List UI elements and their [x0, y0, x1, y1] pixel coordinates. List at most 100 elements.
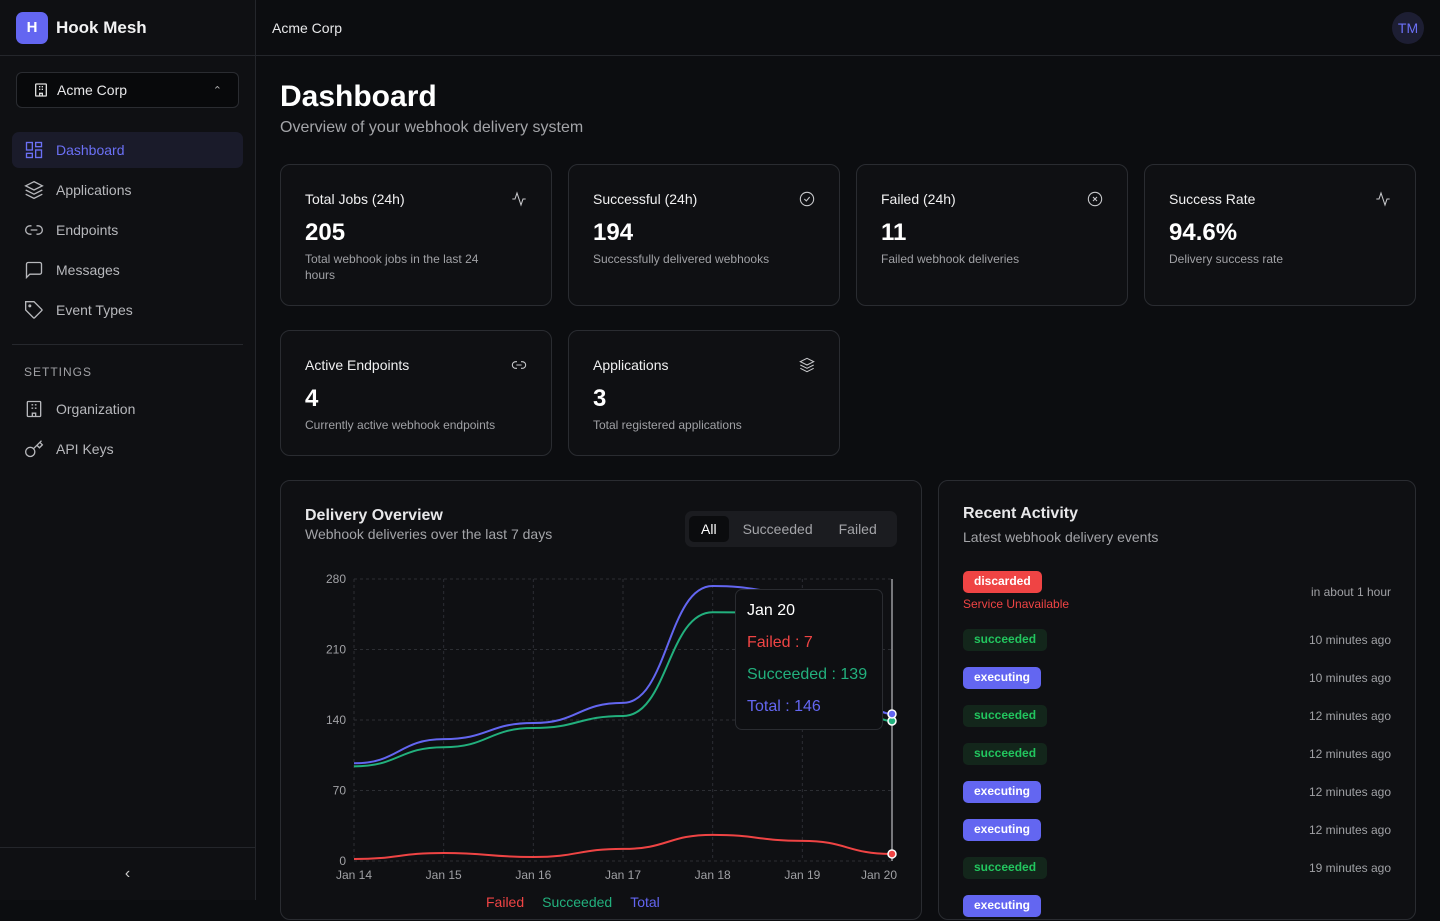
stat-label: Active Endpoints — [305, 357, 410, 373]
activity-time: 12 minutes ago — [1308, 823, 1391, 837]
activity-icon — [1376, 191, 1390, 207]
tooltip-succeeded: Succeeded : 139 — [747, 666, 868, 683]
stat-description: Total webhook jobs in the last 24 hours — [305, 252, 479, 282]
activity-item[interactable]: executing 10 minutes ago — [963, 667, 1391, 689]
sidebar-item-label: Dashboard — [56, 142, 125, 158]
stat-card: Failed (24h) 11 Failed webhook deliverie… — [856, 164, 1128, 306]
status-badge: executing — [963, 819, 1042, 841]
org-selector[interactable]: Acme Corp ⌃ — [16, 72, 239, 108]
key-icon — [25, 440, 44, 458]
activity-item[interactable]: executing — [963, 895, 1391, 917]
sidebar: H Hook Mesh Acme Corp ⌃ Dashboard Applic… — [0, 0, 256, 900]
filter-succeeded[interactable]: Succeeded — [742, 521, 813, 537]
layers-icon — [24, 180, 44, 200]
status-badge: succeeded — [963, 743, 1048, 765]
stat-description: Successfully delivered webhooks — [593, 252, 770, 266]
active-dot-failed — [887, 849, 897, 859]
stat-card: Total Jobs (24h) 205 Total webhook jobs … — [280, 164, 552, 306]
activity-item[interactable]: succeeded 12 minutes ago — [963, 705, 1391, 727]
sidebar-item-dashboard[interactable]: Dashboard — [12, 132, 243, 168]
y-tick-label: 70 — [333, 784, 347, 798]
status-badge: succeeded — [963, 857, 1048, 879]
tooltip-failed: Failed : 7 — [747, 634, 813, 651]
activity-item[interactable]: discarded Service Unavailable in about 1… — [963, 571, 1391, 611]
sidebar-item-label: Messages — [56, 262, 120, 278]
sidebar-item-label: Applications — [56, 182, 132, 198]
chart-title: Delivery Overview — [305, 507, 443, 524]
stat-value: 11 — [881, 219, 907, 246]
legend-total[interactable]: Total — [630, 894, 660, 910]
stat-card: Applications 3 Total registered applicat… — [568, 330, 840, 456]
activity-time: 10 minutes ago — [1308, 671, 1391, 685]
sidebar-nav: Dashboard Applications Endpoints Message… — [12, 132, 243, 471]
page-title: Dashboard — [280, 80, 437, 113]
active-dot-total — [887, 709, 897, 719]
page-subtitle: Overview of your webhook delivery system — [280, 119, 584, 136]
y-tick-label: 140 — [326, 713, 346, 727]
activity-icon — [512, 191, 526, 207]
sidebar-item-event-types[interactable]: Event Types — [12, 292, 243, 328]
activity-time: 10 minutes ago — [1308, 633, 1391, 647]
activity-title: Recent Activity — [963, 505, 1078, 522]
stat-label: Failed (24h) — [881, 191, 956, 207]
topbar-org: Acme Corp — [272, 19, 343, 36]
filter-failed[interactable]: Failed — [838, 521, 877, 537]
stat-label: Total Jobs (24h) — [305, 191, 405, 207]
x-tick-label: Jan 20 — [861, 868, 897, 882]
chart-tooltip: Jan 20 Failed : 7 Succeeded : 139 Total … — [735, 589, 883, 730]
tooltip-date: Jan 20 — [747, 602, 796, 619]
y-tick-label: 0 — [339, 854, 346, 868]
activity-time: in about 1 hour — [1310, 585, 1391, 599]
tooltip-total: Total : 146 — [747, 698, 821, 715]
dashboard-icon — [25, 141, 43, 159]
series-line-failed — [353, 833, 893, 860]
stat-card: Active Endpoints 4 Currently active webh… — [280, 330, 552, 456]
legend-failed[interactable]: Failed — [486, 894, 525, 910]
x-tick-label: Jan 17 — [605, 868, 641, 882]
x-tick-label: Jan 15 — [426, 868, 462, 882]
sidebar-item-organization[interactable]: Organization — [12, 391, 243, 427]
building-icon — [35, 83, 47, 97]
delivery-overview-card: Delivery Overview Webhook deliveries ove… — [280, 480, 922, 920]
sidebar-item-api-keys[interactable]: API Keys — [12, 431, 243, 467]
activity-item[interactable]: succeeded 19 minutes ago — [963, 857, 1391, 879]
activity-time: 19 minutes ago — [1308, 861, 1391, 875]
legend-succeeded[interactable]: Succeeded — [542, 894, 613, 910]
stat-description: Total registered applications — [593, 418, 742, 432]
filter-all[interactable]: All — [689, 516, 729, 542]
status-badge: succeeded — [963, 705, 1048, 727]
activity-item[interactable]: executing 12 minutes ago — [963, 819, 1391, 841]
sidebar-item-applications[interactable]: Applications — [12, 172, 243, 208]
activity-item[interactable]: succeeded 12 minutes ago — [963, 743, 1391, 765]
stat-description: Currently active webhook endpoints — [305, 418, 496, 432]
sidebar-item-endpoints[interactable]: Endpoints — [12, 212, 243, 248]
recent-activity-card: Recent Activity Latest webhook delivery … — [938, 480, 1416, 920]
stat-card: Success Rate 94.6% Delivery success rate — [1144, 164, 1416, 306]
chart-legend: Failed Succeeded Total — [486, 894, 660, 910]
collapse-sidebar-button[interactable]: ‹ — [0, 847, 255, 900]
sidebar-item-messages[interactable]: Messages — [12, 252, 243, 288]
x-tick-label: Jan 19 — [784, 868, 820, 882]
settings-heading: SETTINGS — [24, 365, 93, 379]
avatar[interactable]: TM — [1392, 11, 1424, 44]
org-selector-value: Acme Corp — [57, 82, 128, 98]
logo: H — [16, 11, 48, 44]
link-icon — [25, 225, 43, 235]
activity-item[interactable]: succeeded 10 minutes ago — [963, 629, 1391, 651]
stat-label: Applications — [593, 357, 669, 373]
brand-name: Hook Mesh — [56, 17, 147, 37]
stat-value: 4 — [305, 385, 319, 412]
status-badge: discarded — [963, 571, 1042, 593]
stat-label: Success Rate — [1169, 191, 1256, 207]
activity-subtitle: Latest webhook delivery events — [963, 529, 1159, 545]
status-badge: succeeded — [963, 629, 1048, 651]
topbar: Acme Corp TM — [256, 0, 1440, 56]
x-tick-label: Jan 18 — [695, 868, 731, 882]
activity-item[interactable]: executing 12 minutes ago — [963, 781, 1391, 803]
sidebar-item-label: Endpoints — [56, 222, 119, 238]
layers-icon — [799, 357, 815, 373]
x-tick-label: Jan 14 — [336, 868, 372, 882]
brand[interactable]: H Hook Mesh — [0, 0, 255, 56]
filter-toggle: All Succeeded Failed — [685, 511, 897, 547]
stat-card: Successful (24h) 194 Successfully delive… — [568, 164, 840, 306]
